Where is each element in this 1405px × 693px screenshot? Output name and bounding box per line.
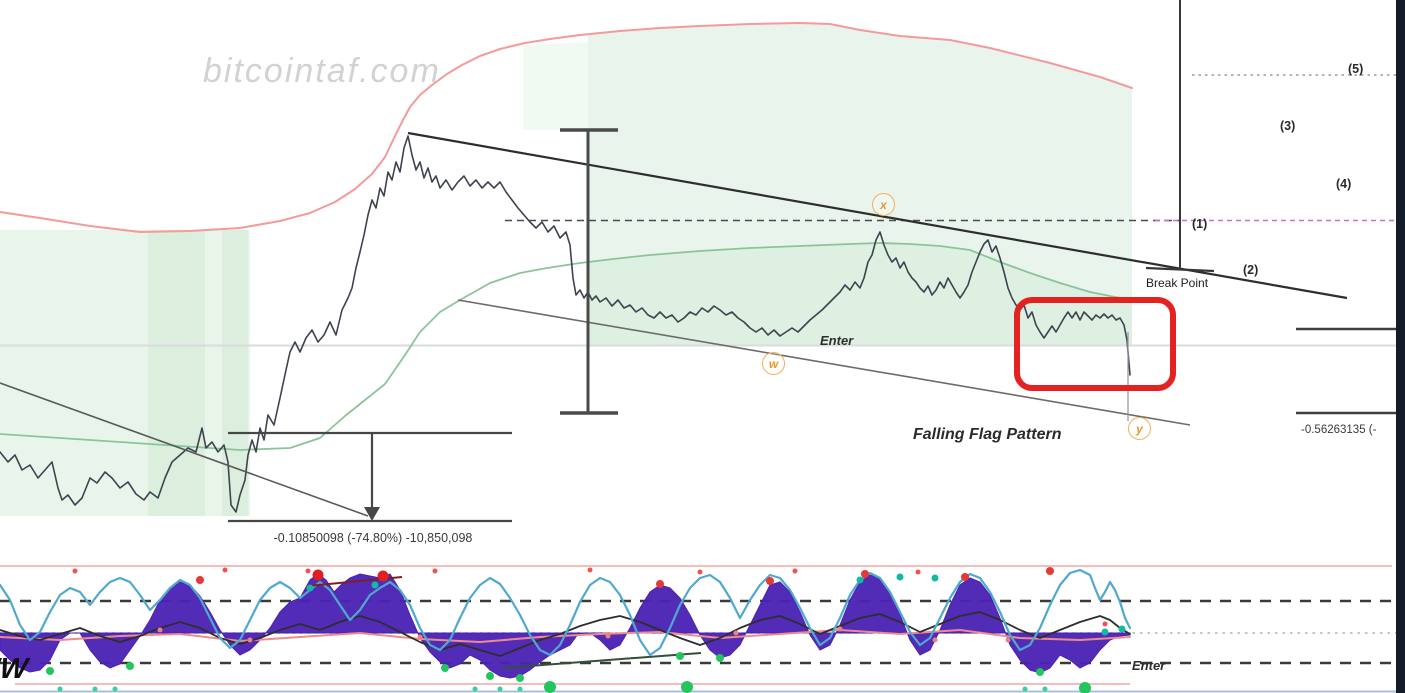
break-point-label[interactable]: Break Point [1146,276,1209,290]
baseline-red-dots [837,626,843,632]
big-red-dots [377,570,389,582]
tiny-red-dots [1102,621,1108,627]
measure-label[interactable]: -0.10850098 (-74.80%) -10,850,098 [273,531,473,545]
tiny-red-dots [432,568,438,574]
teal-dots [1101,628,1109,636]
red-highlight-box[interactable] [1014,297,1176,391]
big-green-dots [544,681,556,693]
pre-breakout-stripe [523,42,588,130]
left-descending-trendline [0,382,369,517]
trough-green-dots [46,667,54,675]
trough-green-dots [676,652,684,660]
peak-red-dots [861,570,869,578]
logo-mark: 'W [0,653,30,685]
falling-flag-pattern-label[interactable]: Falling Flag Pattern [913,426,1062,443]
wave-label-3[interactable]: (3) [1280,119,1296,133]
baseline-red-dots [247,637,253,643]
peak-red-dots [196,576,204,584]
teal-dots [306,584,314,592]
tiny-red-dots [697,569,703,575]
teal-dots [1118,625,1126,633]
peak-red-dots [1046,567,1054,575]
tiny-red-dots [222,567,228,573]
bottom-green-dots [472,686,478,692]
baseline-red-dots [157,627,163,633]
wave-y-circle[interactable]: y [1128,417,1151,440]
peak-red-dots [656,580,664,588]
tiny-red-dots [915,569,921,575]
wave-label-4[interactable]: (4) [1336,177,1352,191]
osc-salmon-line [0,629,1131,643]
trough-green-dots [486,672,494,680]
bottom-green-dots [1022,686,1028,692]
watermark: bitcointaf.com [203,52,441,90]
trough-green-dots [516,674,524,682]
baseline-red-dots [733,630,739,636]
bottom-green-dots [517,686,523,692]
osc-trough-trendline [502,652,702,669]
enter-label-oscillator[interactable]: Enter [1132,658,1166,673]
tiny-red-dots [305,568,311,574]
trough-green-dots [716,654,724,662]
trough-green-dots [1036,668,1044,676]
osc-cyan-line [0,568,1132,657]
wave-label-5[interactable]: (5) [1348,62,1364,76]
wave-label-2[interactable]: (2) [1243,263,1259,277]
trough-green-dots [441,664,449,672]
wave-label-1[interactable]: (1) [1192,217,1208,231]
right-edge-dark-strip [1396,0,1405,693]
baseline-red-dots [605,633,611,639]
big-green-dots [681,681,693,693]
price-line [0,135,1131,513]
peak-red-dots [961,573,969,581]
teal-dots [856,576,864,584]
tiny-red-dots [587,567,593,573]
trough-green-dots [126,662,134,670]
teal-dots [896,573,904,581]
bottom-green-dots [112,686,118,692]
left-green-stripe-2 [222,230,248,516]
right-fib-value-label[interactable]: -0.56263135 (- [1301,424,1377,436]
break-point-bar [1145,266,1215,273]
osc-black-line [0,611,1131,657]
teal-dots [931,574,939,582]
bottom-green-dots [1042,686,1048,692]
big-green-dots [1079,682,1091,693]
upper-band-red [0,22,1133,233]
flag-lower-trendline [457,299,1191,426]
bottom-green-dots [57,686,63,692]
tiny-red-dots [72,568,78,574]
tiny-red-dots [792,568,798,574]
lower-band-green [0,242,1136,451]
left-green-stripe-1 [148,230,205,516]
big-red-dots [312,569,324,581]
left-green-zone [0,230,250,516]
enter-label-price[interactable]: Enter [820,333,854,348]
baseline-red-dots [932,637,938,643]
bottom-green-dots [92,686,98,692]
measure-arrowhead [364,507,380,521]
baseline-red-dots [417,634,423,640]
wave-x-circle[interactable]: x [872,193,895,216]
bottom-green-dots [497,686,503,692]
teal-dots [371,581,379,589]
wave-w-circle[interactable]: w [762,352,785,375]
peak-red-dots [766,577,774,585]
baseline-red-dots [1005,637,1011,643]
band-wedge-zone [588,243,1132,346]
